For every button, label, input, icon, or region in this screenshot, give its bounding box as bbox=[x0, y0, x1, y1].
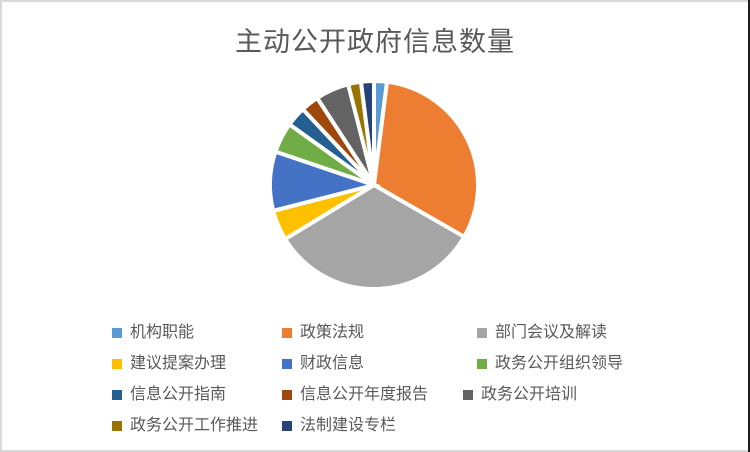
legend-item-10: 法制建设专栏 bbox=[282, 415, 396, 437]
legend-label: 政务公开培训 bbox=[481, 386, 578, 403]
legend-item-1: 政策法规 bbox=[282, 322, 364, 344]
legend-swatch-icon bbox=[112, 390, 122, 400]
pie-chart bbox=[268, 78, 480, 291]
legend-row-1: 机构职能 政策法规 部门会议及解读 bbox=[0, 322, 750, 344]
legend-swatch-icon bbox=[112, 421, 122, 431]
legend-label: 政策法规 bbox=[300, 324, 365, 341]
legend-row-2: 建议提案办理 财政信息 政务公开组织领导 bbox=[0, 353, 750, 375]
legend-item-6: 信息公开指南 bbox=[112, 384, 226, 406]
legend-item-0: 机构职能 bbox=[112, 322, 194, 344]
legend-label: 财政信息 bbox=[300, 355, 365, 372]
chart-title: 主动公开政府信息数量 bbox=[235, 27, 515, 57]
legend-swatch-icon bbox=[282, 390, 292, 400]
legend-item-8: 政务公开培训 bbox=[463, 384, 577, 406]
legend-item-9: 政务公开工作推进 bbox=[112, 415, 258, 437]
legend-label: 政务公开工作推进 bbox=[130, 417, 259, 434]
pie-slice-10 bbox=[358, 78, 376, 186]
legend-item-3: 建议提案办理 bbox=[112, 353, 226, 375]
legend-swatch-icon bbox=[477, 328, 487, 338]
legend-label: 法制建设专栏 bbox=[300, 417, 397, 434]
legend-swatch-icon bbox=[477, 359, 487, 369]
legend-swatch-icon bbox=[112, 359, 122, 369]
legend-swatch-icon bbox=[282, 328, 292, 338]
pie-slice-2 bbox=[282, 182, 467, 291]
legend-label: 政务公开组织领导 bbox=[495, 355, 624, 372]
legend-swatch-icon bbox=[112, 328, 122, 338]
legend-item-5: 政务公开组织领导 bbox=[477, 353, 623, 375]
legend-item-2: 部门会议及解读 bbox=[477, 322, 607, 344]
legend-label: 机构职能 bbox=[130, 324, 195, 341]
legend-item-4: 财政信息 bbox=[282, 353, 364, 375]
legend-label: 部门会议及解读 bbox=[495, 324, 608, 341]
legend-row-3: 信息公开指南 信息公开年度报告 政务公开培训 bbox=[0, 384, 750, 406]
legend-label: 信息公开指南 bbox=[130, 386, 227, 403]
legend-label: 建议提案办理 bbox=[130, 355, 227, 372]
legend-row-4: 政务公开工作推进 法制建设专栏 bbox=[0, 415, 750, 437]
legend-swatch-icon bbox=[282, 421, 292, 431]
legend-label: 信息公开年度报告 bbox=[300, 386, 429, 403]
legend-swatch-icon bbox=[463, 390, 473, 400]
legend-swatch-icon bbox=[282, 359, 292, 369]
legend-item-7: 信息公开年度报告 bbox=[282, 384, 428, 406]
